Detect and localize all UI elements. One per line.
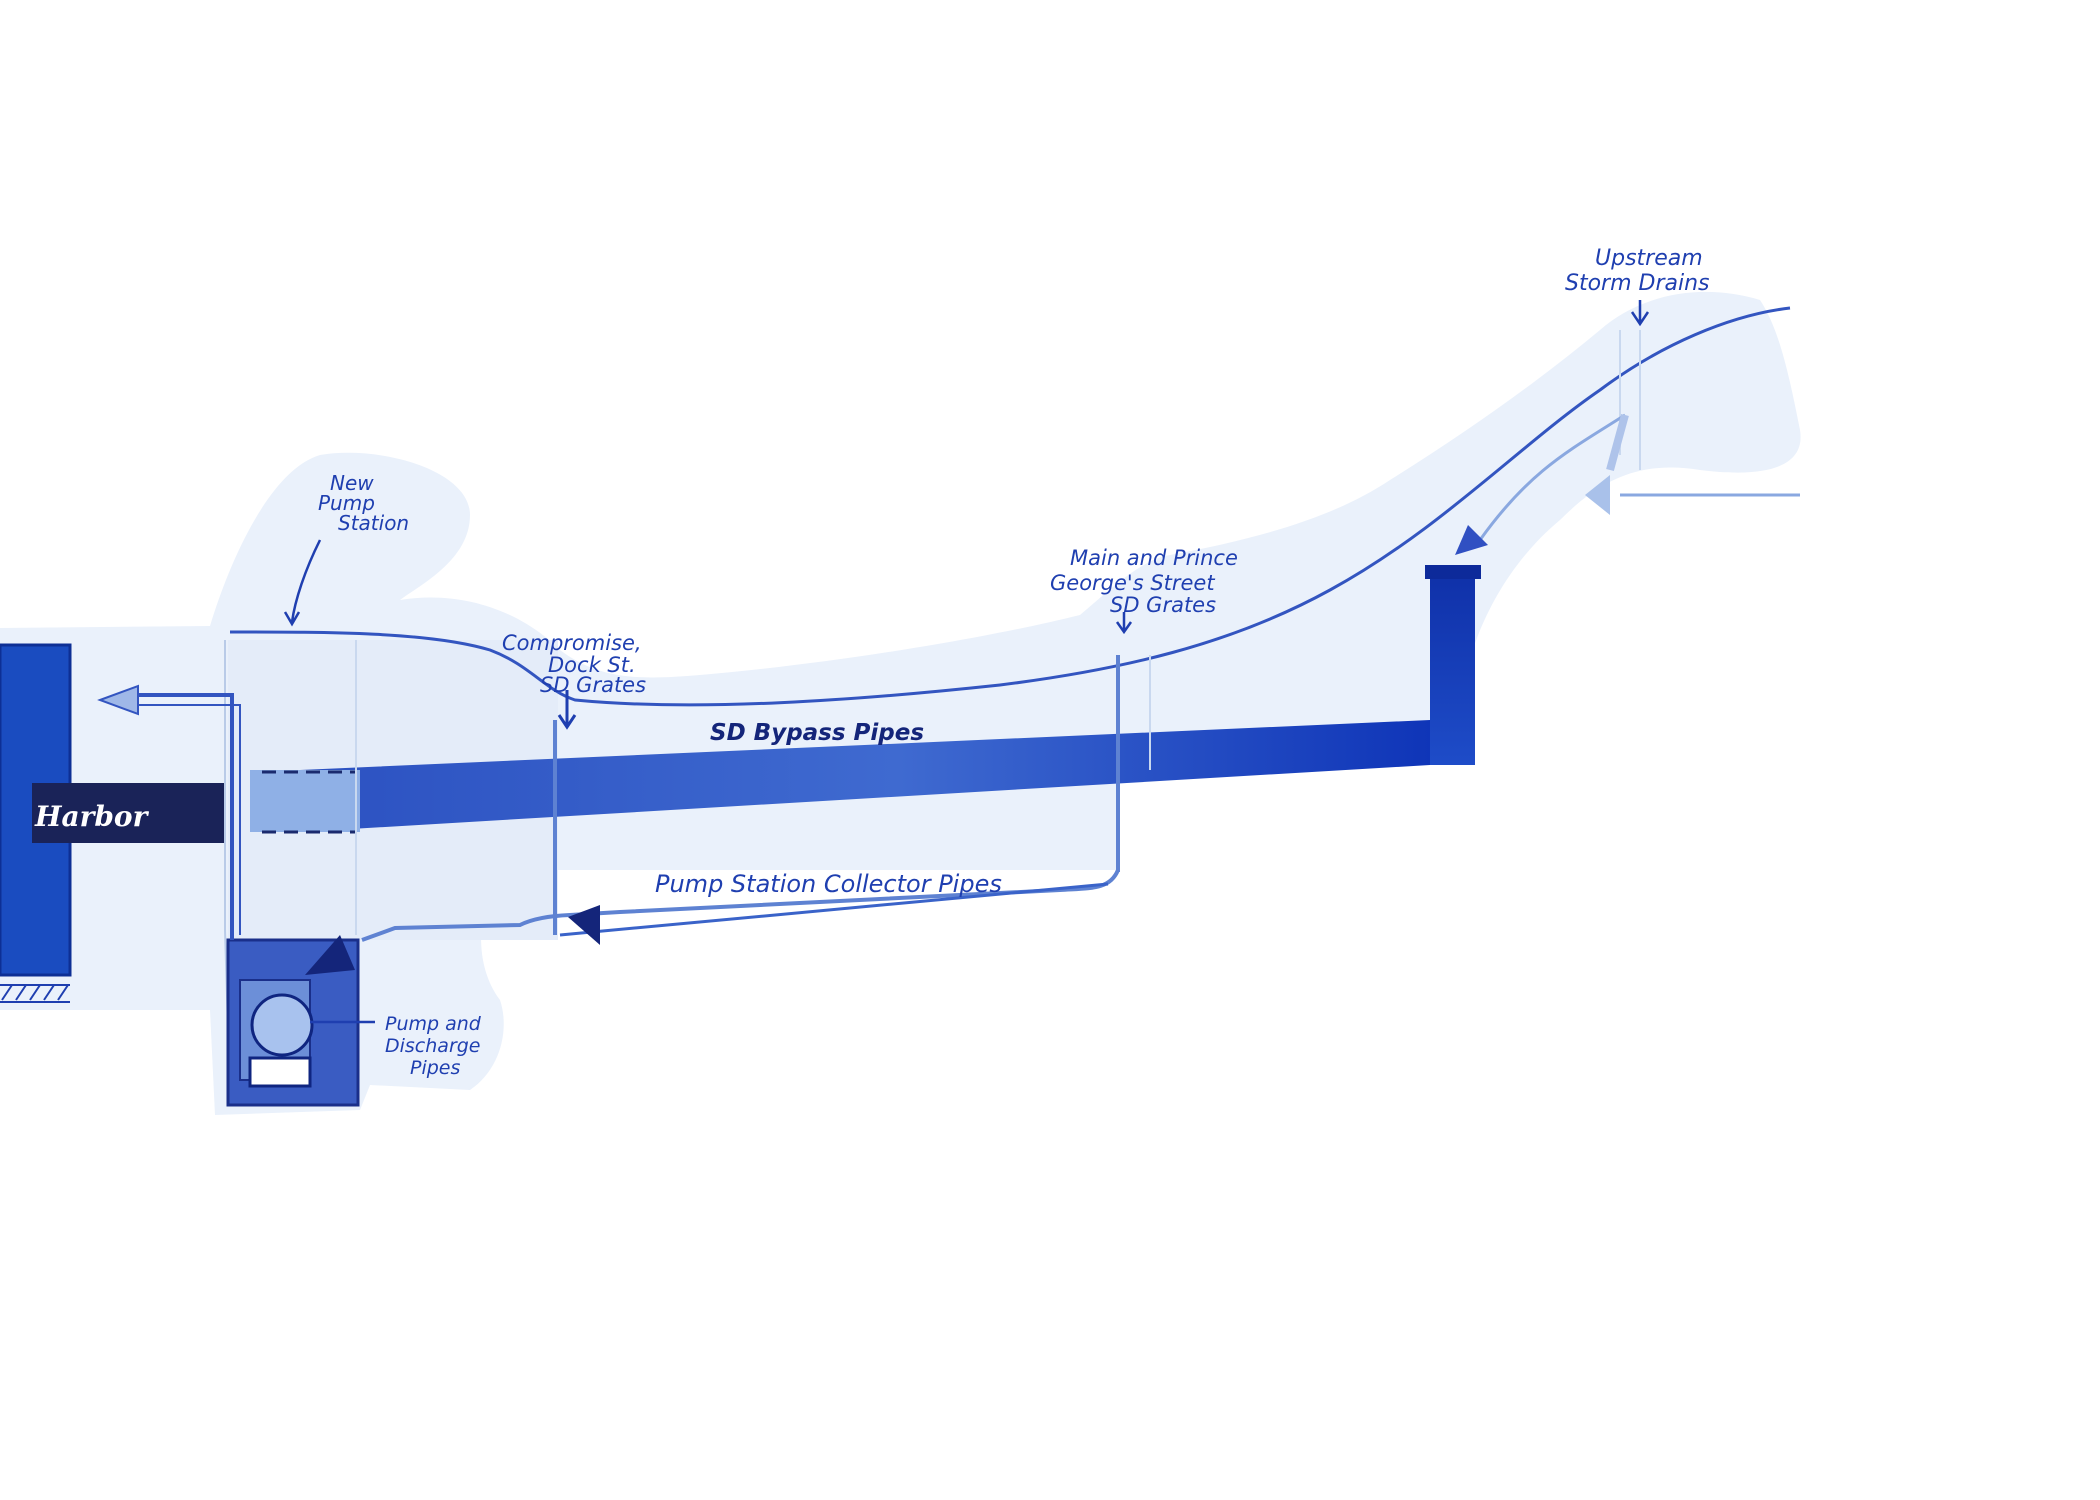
upstream-riser-cap	[1425, 565, 1481, 579]
svg-text:George's Street: George's Street	[1050, 571, 1215, 595]
bypass-light-section	[250, 770, 360, 832]
svg-text:Pump: Pump	[318, 491, 375, 515]
discharge-pipe-inner	[132, 704, 241, 935]
ground-surface-line	[229, 306, 1791, 707]
upstream-riser	[1430, 568, 1475, 765]
pump-icon	[250, 993, 314, 1057]
svg-text:Station: Station	[338, 511, 409, 535]
svg-text:Discharge: Discharge	[385, 1035, 481, 1057]
upstream-drains-label: Upstream Storm Drains	[1565, 246, 1710, 296]
upstream-drain-pointer	[1630, 300, 1650, 327]
harbor-label: Harbor	[34, 800, 150, 833]
discharge-pipe	[132, 693, 234, 940]
svg-text:Pump and: Pump and	[385, 1013, 482, 1035]
compromise-grates-label: Compromise, Dock St. SD Grates	[502, 631, 646, 697]
collector-flow-arrow	[568, 905, 600, 945]
sd-bypass-pipe	[250, 720, 1430, 832]
svg-text:Storm Drains: Storm Drains	[1565, 271, 1710, 296]
collector-pipe-lower	[559, 882, 1109, 937]
main-prince-grate-pointer	[1115, 612, 1133, 635]
discharge-flow-arrow	[97, 684, 139, 716]
harbor-bank-hatch	[0, 984, 70, 1003]
svg-text:New: New	[330, 471, 374, 495]
compromise-grate-pointer	[557, 690, 577, 730]
svg-text:Compromise,: Compromise,	[502, 631, 642, 655]
svg-text:Pipes: Pipes	[410, 1057, 460, 1079]
upstream-drain-line-3	[1606, 413, 1629, 472]
main-prince-grates-label: Main and Prince George's Street SD Grate…	[1050, 546, 1238, 617]
upstream-flow-arrow-1	[1455, 525, 1488, 555]
new-pump-station-label: New Pump Station	[318, 471, 409, 535]
pump-intake-arrow	[305, 935, 355, 975]
wash-guide-lines	[355, 330, 1641, 935]
svg-text:SD Grates: SD Grates	[540, 673, 646, 697]
pump-base	[248, 1056, 312, 1088]
upstream-flow-arrow-2	[1585, 475, 1610, 515]
svg-text:Main and Prince: Main and Prince	[1070, 546, 1238, 570]
new-pump-station-pointer	[283, 539, 322, 627]
harbor-pipe	[32, 783, 226, 843]
svg-text:Dock St.: Dock St.	[548, 653, 636, 677]
upstream-drain-line-1	[1478, 413, 1626, 541]
svg-text:Upstream: Upstream	[1595, 246, 1703, 271]
svg-text:SD Grates: SD Grates	[1110, 593, 1216, 617]
bypass-pipes-label: SD Bypass Pipes	[710, 720, 924, 746]
pump-discharge-label: Pump and Discharge Pipes	[385, 1013, 482, 1079]
collector-pipes-label: Pump Station Collector Pipes	[655, 870, 1002, 898]
